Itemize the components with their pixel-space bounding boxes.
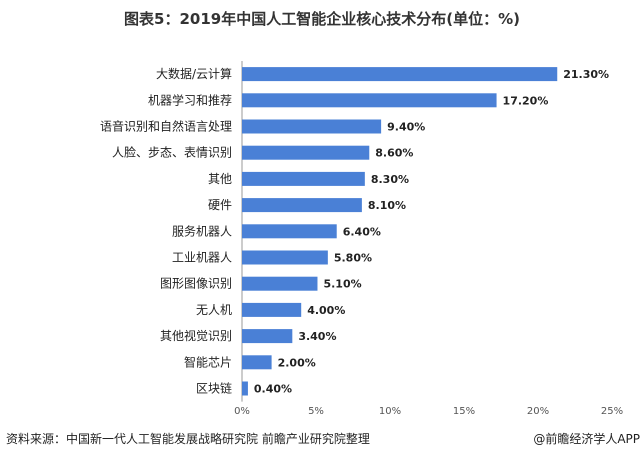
bar — [242, 355, 272, 370]
bar — [242, 224, 337, 239]
category-label: 人脸、步态、表情识别 — [112, 146, 232, 160]
x-tick-label: 10% — [379, 406, 401, 417]
bar — [242, 198, 362, 213]
bar — [242, 67, 558, 82]
data-label: 5.10% — [323, 278, 361, 291]
category-label: 大数据/云计算 — [156, 66, 232, 81]
bar — [242, 93, 497, 108]
data-label: 5.80% — [334, 252, 372, 265]
data-label: 17.20% — [503, 94, 549, 107]
bar — [242, 302, 302, 317]
bar — [242, 171, 365, 186]
data-label: 8.60% — [375, 147, 413, 160]
data-label: 2.00% — [278, 356, 316, 369]
category-label: 其他视觉识别 — [160, 328, 232, 343]
bar — [242, 381, 248, 396]
category-label: 硬件 — [208, 198, 232, 212]
category-label: 语音识别和自然语言处理 — [100, 119, 232, 134]
category-label: 图形图像识别 — [160, 277, 232, 291]
x-tick-label: 15% — [453, 406, 475, 417]
x-tick-label: 20% — [527, 406, 549, 417]
category-label: 其他 — [208, 172, 232, 186]
category-label: 工业机器人 — [172, 251, 232, 265]
data-label: 21.30% — [563, 68, 609, 81]
data-label: 8.30% — [371, 173, 409, 186]
category-label: 无人机 — [196, 303, 232, 317]
source-note: 资料来源：中国新一代人工智能发展战略研究院 前瞻产业研究院整理 — [6, 432, 370, 446]
data-label: 9.40% — [387, 121, 425, 134]
bar — [242, 329, 293, 344]
x-tick-label: 5% — [308, 406, 324, 417]
data-label: 3.40% — [298, 330, 336, 343]
category-label: 智能芯片 — [184, 354, 232, 369]
x-tick-label: 25% — [601, 406, 623, 417]
category-label: 机器学习和推荐 — [148, 92, 232, 107]
bar — [242, 250, 328, 265]
data-label: 6.40% — [343, 225, 381, 238]
x-tick-label: 0% — [234, 406, 250, 417]
bar — [242, 119, 382, 134]
bar — [242, 276, 318, 291]
credit: @前瞻经济学人APP — [533, 432, 640, 446]
data-label: 0.40% — [254, 383, 292, 396]
data-label: 8.10% — [368, 199, 406, 212]
chart-title: 图表5：2019年中国人工智能企业核心技术分布(单位：%) — [124, 10, 520, 28]
bar — [242, 145, 370, 160]
data-label: 4.00% — [307, 304, 345, 317]
category-label: 区块链 — [196, 381, 232, 396]
category-label: 服务机器人 — [172, 223, 232, 238]
